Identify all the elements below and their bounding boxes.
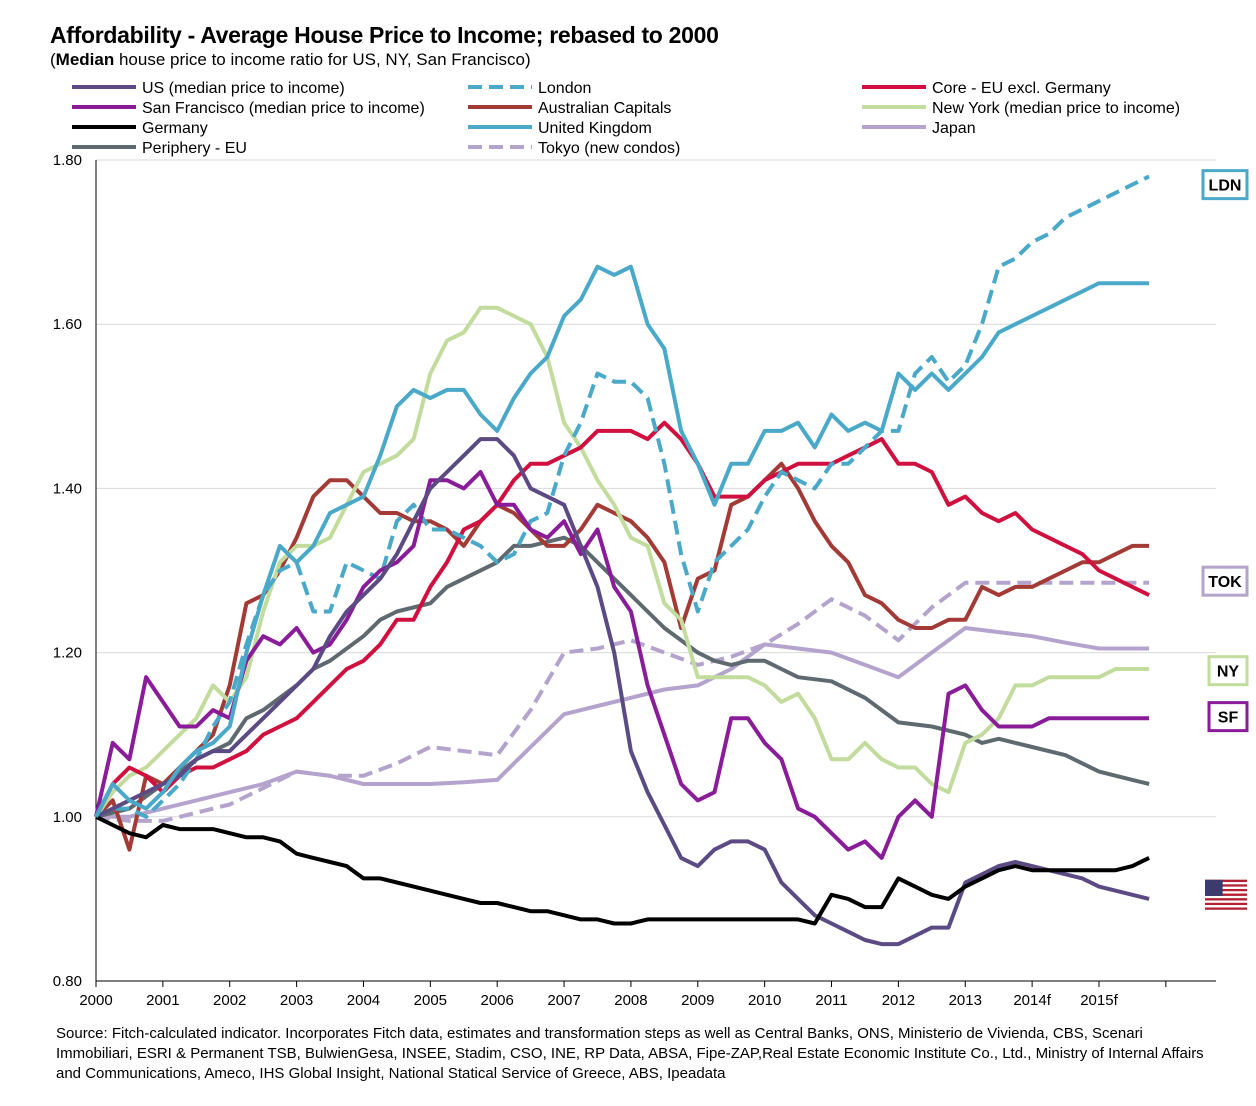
legend-item-united-kingdom: United Kingdom xyxy=(468,120,652,137)
x-tick-label: 2012 xyxy=(882,992,915,1009)
subtitle-bold: Median xyxy=(55,50,115,69)
x-tick-label: 2011 xyxy=(815,992,847,1009)
flag-stripe xyxy=(1205,900,1247,903)
legend-item-japan: Japan xyxy=(862,120,976,137)
flag-stripe xyxy=(1205,882,1247,885)
x-tick-label: 2001 xyxy=(146,992,179,1009)
flag-stripe xyxy=(1205,907,1247,910)
legend-label: Germany xyxy=(142,120,208,137)
legend-item-germany: Germany xyxy=(72,120,208,137)
x-tick-label: 2009 xyxy=(681,992,714,1009)
x-tick-label: 2004 xyxy=(347,992,380,1009)
legend-label: Japan xyxy=(932,120,976,137)
x-tick-label: 2007 xyxy=(547,992,580,1009)
x-tick-label: 2006 xyxy=(481,992,514,1009)
badge-box xyxy=(1207,655,1249,687)
series-badge-ny: NY xyxy=(1207,655,1249,687)
flag-stripe xyxy=(1205,898,1247,901)
series-line-london xyxy=(95,174,1150,819)
badge-label: SF xyxy=(1218,710,1239,727)
series-line-san-francisco-median-price-to-income xyxy=(94,470,1150,860)
series-line-periphery-eu xyxy=(95,535,1150,819)
badge-label: NY xyxy=(1217,664,1240,681)
legend-label: US (median price to income) xyxy=(142,80,345,97)
y-tick-label: 1.40 xyxy=(53,480,82,497)
legend-item-periphery-eu: Periphery - EU xyxy=(72,140,247,157)
legend-item-us-median-price-to-income: US (median price to income) xyxy=(72,80,345,97)
legend-label: New York (median price to income) xyxy=(932,100,1180,117)
legend-label: Periphery - EU xyxy=(142,140,247,157)
x-tick-label: 2003 xyxy=(280,992,313,1009)
flag-stripe xyxy=(1205,905,1247,908)
flag-stripe xyxy=(1205,889,1247,892)
x-tick-label: 2008 xyxy=(614,992,647,1009)
series-line-japan xyxy=(96,626,1150,819)
series-badge-sf: SF xyxy=(1207,701,1249,733)
flag-stripe xyxy=(1205,893,1247,896)
y-tick-label: 1.60 xyxy=(53,316,82,333)
badge-box xyxy=(1207,701,1249,733)
legend-item-london: London xyxy=(468,80,591,97)
legend-item-tokyo-new-condos: Tokyo (new condos) xyxy=(468,140,680,157)
series-line-germany xyxy=(95,815,1150,926)
x-tick-label: 2014f xyxy=(1013,992,1051,1009)
chart-subtitle: (Median house price to income ratio for … xyxy=(50,50,531,70)
legend-item-new-york-median-price-to-income: New York (median price to income) xyxy=(862,100,1180,117)
legend-label: Australian Capitals xyxy=(538,100,671,117)
legend-label: Tokyo (new condos) xyxy=(538,140,680,157)
flag-stripe xyxy=(1205,879,1247,883)
y-tick-label: 0.80 xyxy=(53,973,82,990)
x-tick-label: 2002 xyxy=(213,992,246,1009)
flag-stripe xyxy=(1205,884,1247,887)
badge-box xyxy=(1201,169,1249,201)
legend-label: San Francisco (median price to income) xyxy=(142,100,425,117)
series-line-new-york-median-price-to-income xyxy=(94,305,1150,818)
badge-label: LDN xyxy=(1209,178,1242,195)
x-tick-label: 2015f xyxy=(1080,992,1118,1009)
line-chart: 0.80 1.00 1.20 1.40 1.60 1.80 2000 2001 2002 2003… xyxy=(53,80,1249,1009)
y-tick-label: 1.20 xyxy=(53,645,82,662)
series-line-united-kingdom xyxy=(94,264,1150,818)
legend-label: Core - EU excl. Germany xyxy=(932,80,1111,97)
flag-stripe xyxy=(1205,891,1247,894)
x-tick-label: 2000 xyxy=(79,992,112,1009)
badge-label: TOK xyxy=(1208,574,1242,591)
badge-box xyxy=(1201,565,1249,597)
series-badge-ldn: LDN xyxy=(1201,169,1249,201)
legend-label: United Kingdom xyxy=(538,120,652,137)
subtitle-rest: house price to income ratio for US, NY, … xyxy=(114,50,531,69)
legend-item-san-francisco-median-price-to-income: San Francisco (median price to income) xyxy=(72,100,425,117)
legend-item-australian-capitals: Australian Capitals xyxy=(468,100,671,117)
flag-canton xyxy=(1205,879,1223,896)
flag-stripe xyxy=(1205,902,1247,906)
x-tick-label: 2013 xyxy=(949,992,982,1009)
y-tick-label: 1.80 xyxy=(53,152,82,169)
x-tick-label: 2010 xyxy=(748,992,781,1009)
chart-title: Affordability - Average House Price to I… xyxy=(50,22,719,48)
y-tick-label: 1.00 xyxy=(53,809,82,826)
source-note: Source: Fitch-calculated indicator. Inco… xyxy=(56,1025,1204,1082)
series-line-tokyo-new-condos xyxy=(95,580,1150,823)
us-flag-icon xyxy=(1205,879,1247,910)
series-badge-tok: TOK xyxy=(1201,565,1249,597)
legend-label: London xyxy=(538,80,591,97)
x-tick-label: 2005 xyxy=(414,992,447,1009)
legend-item-core-eu-excl-germany: Core - EU excl. Germany xyxy=(862,80,1111,97)
series-line-core-eu-excl-germany xyxy=(94,420,1150,818)
series-line-us-median-price-to-income xyxy=(95,437,1150,947)
subtitle-open-paren: ( xyxy=(50,50,56,69)
flag-stripe xyxy=(1205,895,1247,899)
flag-stripe xyxy=(1205,886,1247,890)
